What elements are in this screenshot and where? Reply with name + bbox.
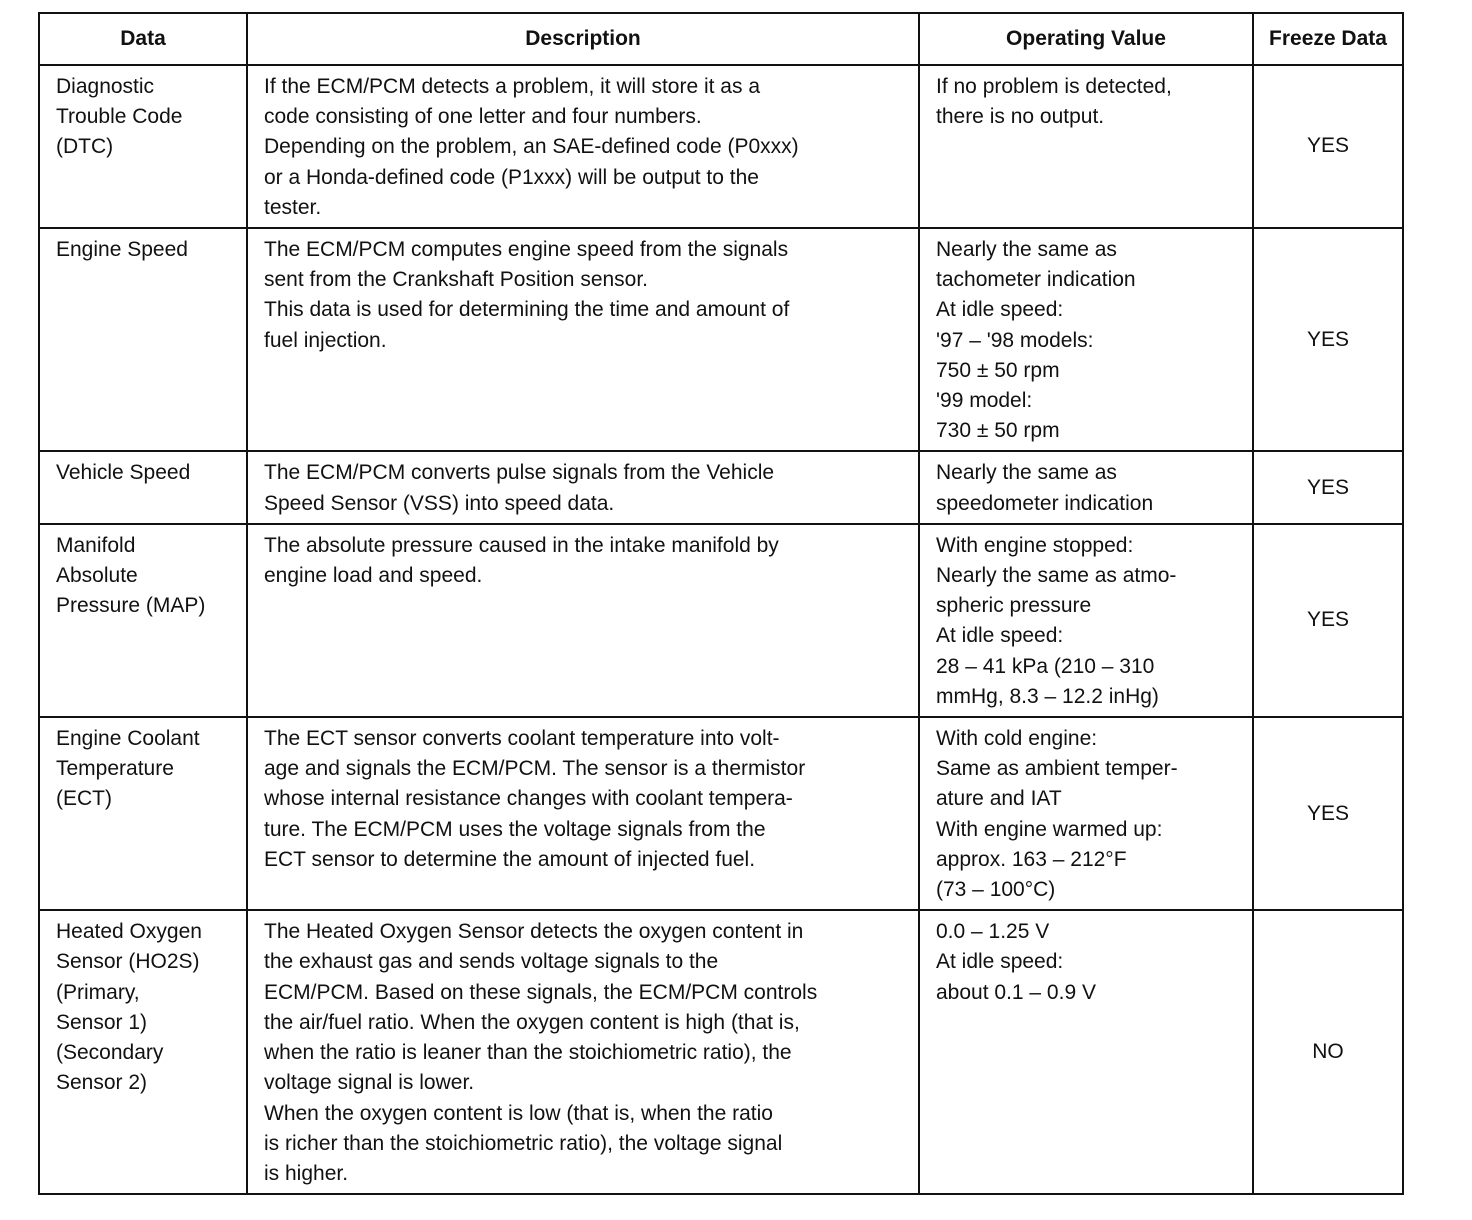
cell-operating-value: Nearly the same as speedometer indicatio… — [918, 450, 1254, 525]
cell-freeze-data: YES — [1252, 716, 1404, 912]
cell-operating-value: 0.0 – 1.25 V At idle speed: about 0.1 – … — [918, 909, 1254, 1196]
header-operating-value: Operating Value — [918, 12, 1254, 66]
table-row: Vehicle Speed The ECM/PCM converts pulse… — [38, 450, 1404, 525]
cell-freeze-data: YES — [1252, 522, 1404, 719]
cell-operating-value: With engine stopped: Nearly the same as … — [918, 522, 1254, 719]
cell-description: The Heated Oxygen Sensor detects the oxy… — [246, 909, 920, 1196]
table-row: Engine Speed The ECM/PCM computes engine… — [38, 227, 1404, 453]
cell-description: The ECM/PCM computes engine speed from t… — [246, 227, 920, 453]
data-list-table: Data Description Operating Value Freeze … — [38, 12, 1404, 1196]
table-row: Engine Coolant Temperature (ECT) The ECT… — [38, 716, 1404, 912]
cell-data: Diagnostic Trouble Code (DTC) — [38, 63, 248, 230]
cell-description: The ECM/PCM converts pulse signals from … — [246, 450, 920, 525]
cell-data: Heated Oxygen Sensor (HO2S) (Primary, Se… — [38, 909, 248, 1196]
cell-data: Vehicle Speed — [38, 450, 248, 525]
table-row: Heated Oxygen Sensor (HO2S) (Primary, Se… — [38, 909, 1404, 1196]
cell-freeze-data: NO — [1252, 909, 1404, 1196]
cell-data: Manifold Absolute Pressure (MAP) — [38, 522, 248, 719]
cell-data: Engine Speed — [38, 227, 248, 453]
cell-data: Engine Coolant Temperature (ECT) — [38, 716, 248, 912]
cell-description: The ECT sensor converts coolant temperat… — [246, 716, 920, 912]
cell-freeze-data: YES — [1252, 63, 1404, 230]
header-freeze-data: Freeze Data — [1252, 12, 1404, 66]
header-description: Description — [246, 12, 920, 66]
cell-freeze-data: YES — [1252, 450, 1404, 525]
cell-freeze-data: YES — [1252, 227, 1404, 453]
header-data: Data — [38, 12, 248, 66]
table-row: Manifold Absolute Pressure (MAP) The abs… — [38, 522, 1404, 719]
cell-description: The absolute pressure caused in the inta… — [246, 522, 920, 719]
cell-operating-value: Nearly the same as tachometer indication… — [918, 227, 1254, 453]
cell-operating-value: If no problem is detected, there is no o… — [918, 63, 1254, 230]
header-row: Data Description Operating Value Freeze … — [38, 12, 1404, 66]
cell-description: If the ECM/PCM detects a problem, it wil… — [246, 63, 920, 230]
table-row: Diagnostic Trouble Code (DTC) If the ECM… — [38, 63, 1404, 230]
cell-operating-value: With cold engine: Same as ambient temper… — [918, 716, 1254, 912]
